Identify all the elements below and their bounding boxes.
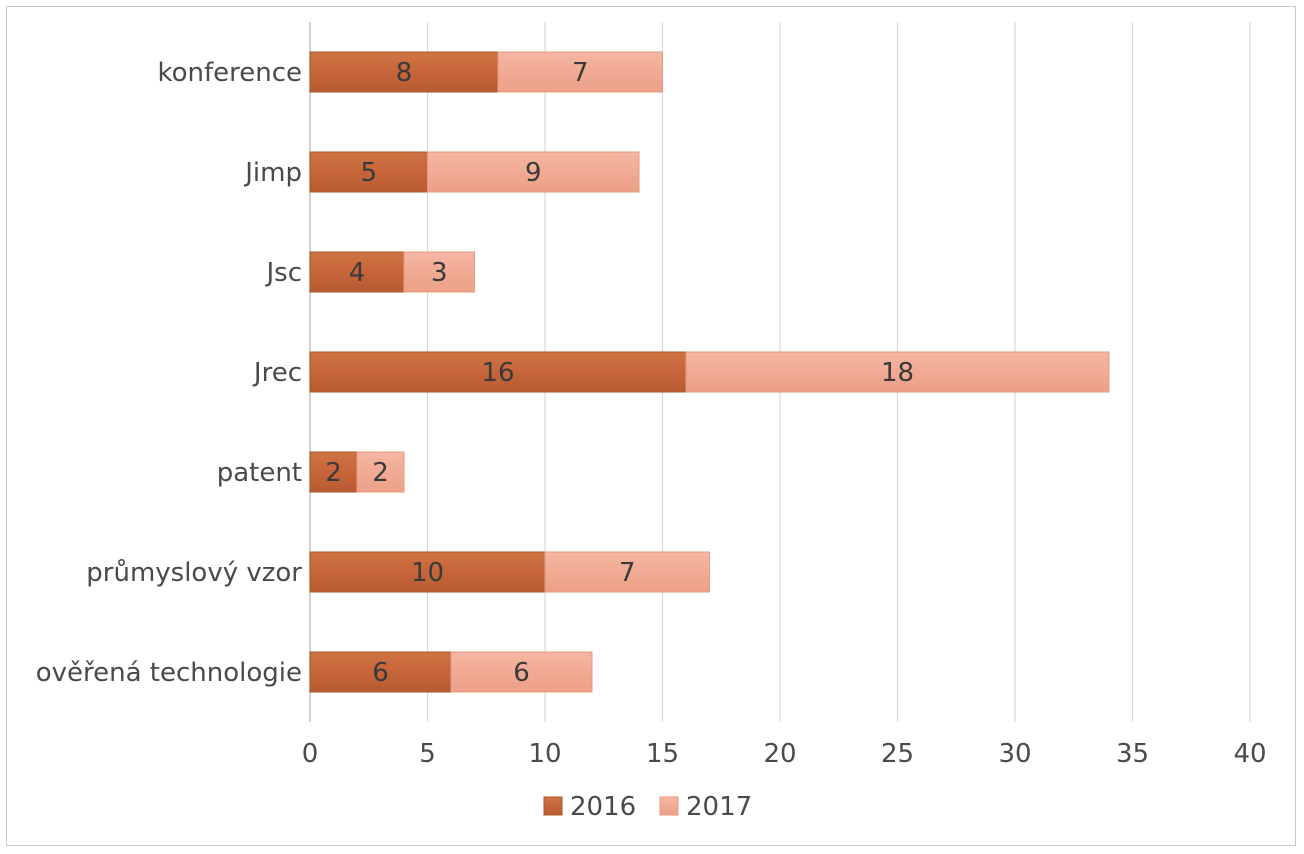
chart-frame bbox=[6, 6, 1296, 846]
bar-2016-3 bbox=[309, 351, 687, 393]
x-tick-label: 20 bbox=[763, 739, 796, 769]
bar-2017-6 bbox=[450, 651, 593, 693]
value-axis: 0 5 10 15 20 25 30 35 40 bbox=[302, 739, 1267, 769]
legend: 2016 2017 bbox=[543, 792, 752, 822]
x-tick-label: 40 bbox=[1233, 739, 1266, 769]
bar-2016-6 bbox=[309, 651, 452, 693]
x-tick-label: 0 bbox=[302, 739, 319, 769]
data-label-2016-0: 8 bbox=[396, 58, 413, 88]
x-tick-label: 10 bbox=[528, 739, 561, 769]
category-label: patent bbox=[217, 458, 302, 488]
bar-2017-3 bbox=[685, 351, 1110, 393]
bar-2016-4 bbox=[309, 451, 358, 493]
data-label-2017-3: 18 bbox=[881, 358, 914, 388]
bar-2017-1 bbox=[427, 151, 640, 193]
x-tick-label: 30 bbox=[998, 739, 1031, 769]
category-label: Jrec bbox=[252, 358, 302, 388]
category-label: ověřená technologie bbox=[36, 658, 302, 688]
bar-2017-0 bbox=[497, 51, 663, 93]
legend-label-2016: 2016 bbox=[570, 792, 636, 822]
legend-swatch-2017 bbox=[659, 796, 679, 816]
bar-2016-1 bbox=[309, 151, 428, 193]
data-label-2016-2: 4 bbox=[349, 258, 366, 288]
category-axis: konference Jimp Jsc Jrec patent průmyslový vz… bbox=[36, 58, 303, 688]
bar-2017-4 bbox=[356, 451, 405, 493]
data-label-2017-5: 7 bbox=[619, 558, 636, 588]
data-label-2017-6: 6 bbox=[513, 658, 530, 688]
bars bbox=[309, 51, 1110, 693]
x-tick-label: 35 bbox=[1116, 739, 1149, 769]
bar-2017-2 bbox=[403, 251, 475, 293]
legend-label-2017: 2017 bbox=[686, 792, 752, 822]
x-tick-label: 15 bbox=[646, 739, 679, 769]
legend-swatch-2016 bbox=[543, 796, 563, 816]
x-tick-label: 25 bbox=[881, 739, 914, 769]
data-label-2016-6: 6 bbox=[372, 658, 389, 688]
category-label: průmyslový vzor bbox=[86, 558, 302, 588]
data-label-2016-1: 5 bbox=[360, 158, 377, 188]
data-label-2017-4: 2 bbox=[372, 458, 389, 488]
data-label-2016-3: 16 bbox=[481, 358, 514, 388]
data-label-2017-0: 7 bbox=[572, 58, 589, 88]
data-label-2017-2: 3 bbox=[431, 258, 448, 288]
data-label-2016-5: 10 bbox=[411, 558, 444, 588]
data-label-2017-1: 9 bbox=[525, 158, 542, 188]
category-label: Jsc bbox=[264, 258, 302, 288]
data-labels: 8 7 5 9 4 3 16 18 2 2 10 7 6 6 bbox=[325, 58, 914, 688]
category-label: konference bbox=[157, 58, 302, 88]
bar-2016-2 bbox=[309, 251, 405, 293]
data-label-2016-4: 2 bbox=[325, 458, 342, 488]
bar-2017-5 bbox=[544, 551, 710, 593]
x-tick-label: 5 bbox=[419, 739, 436, 769]
category-label: Jimp bbox=[243, 158, 302, 188]
bar-2016-0 bbox=[309, 51, 499, 93]
